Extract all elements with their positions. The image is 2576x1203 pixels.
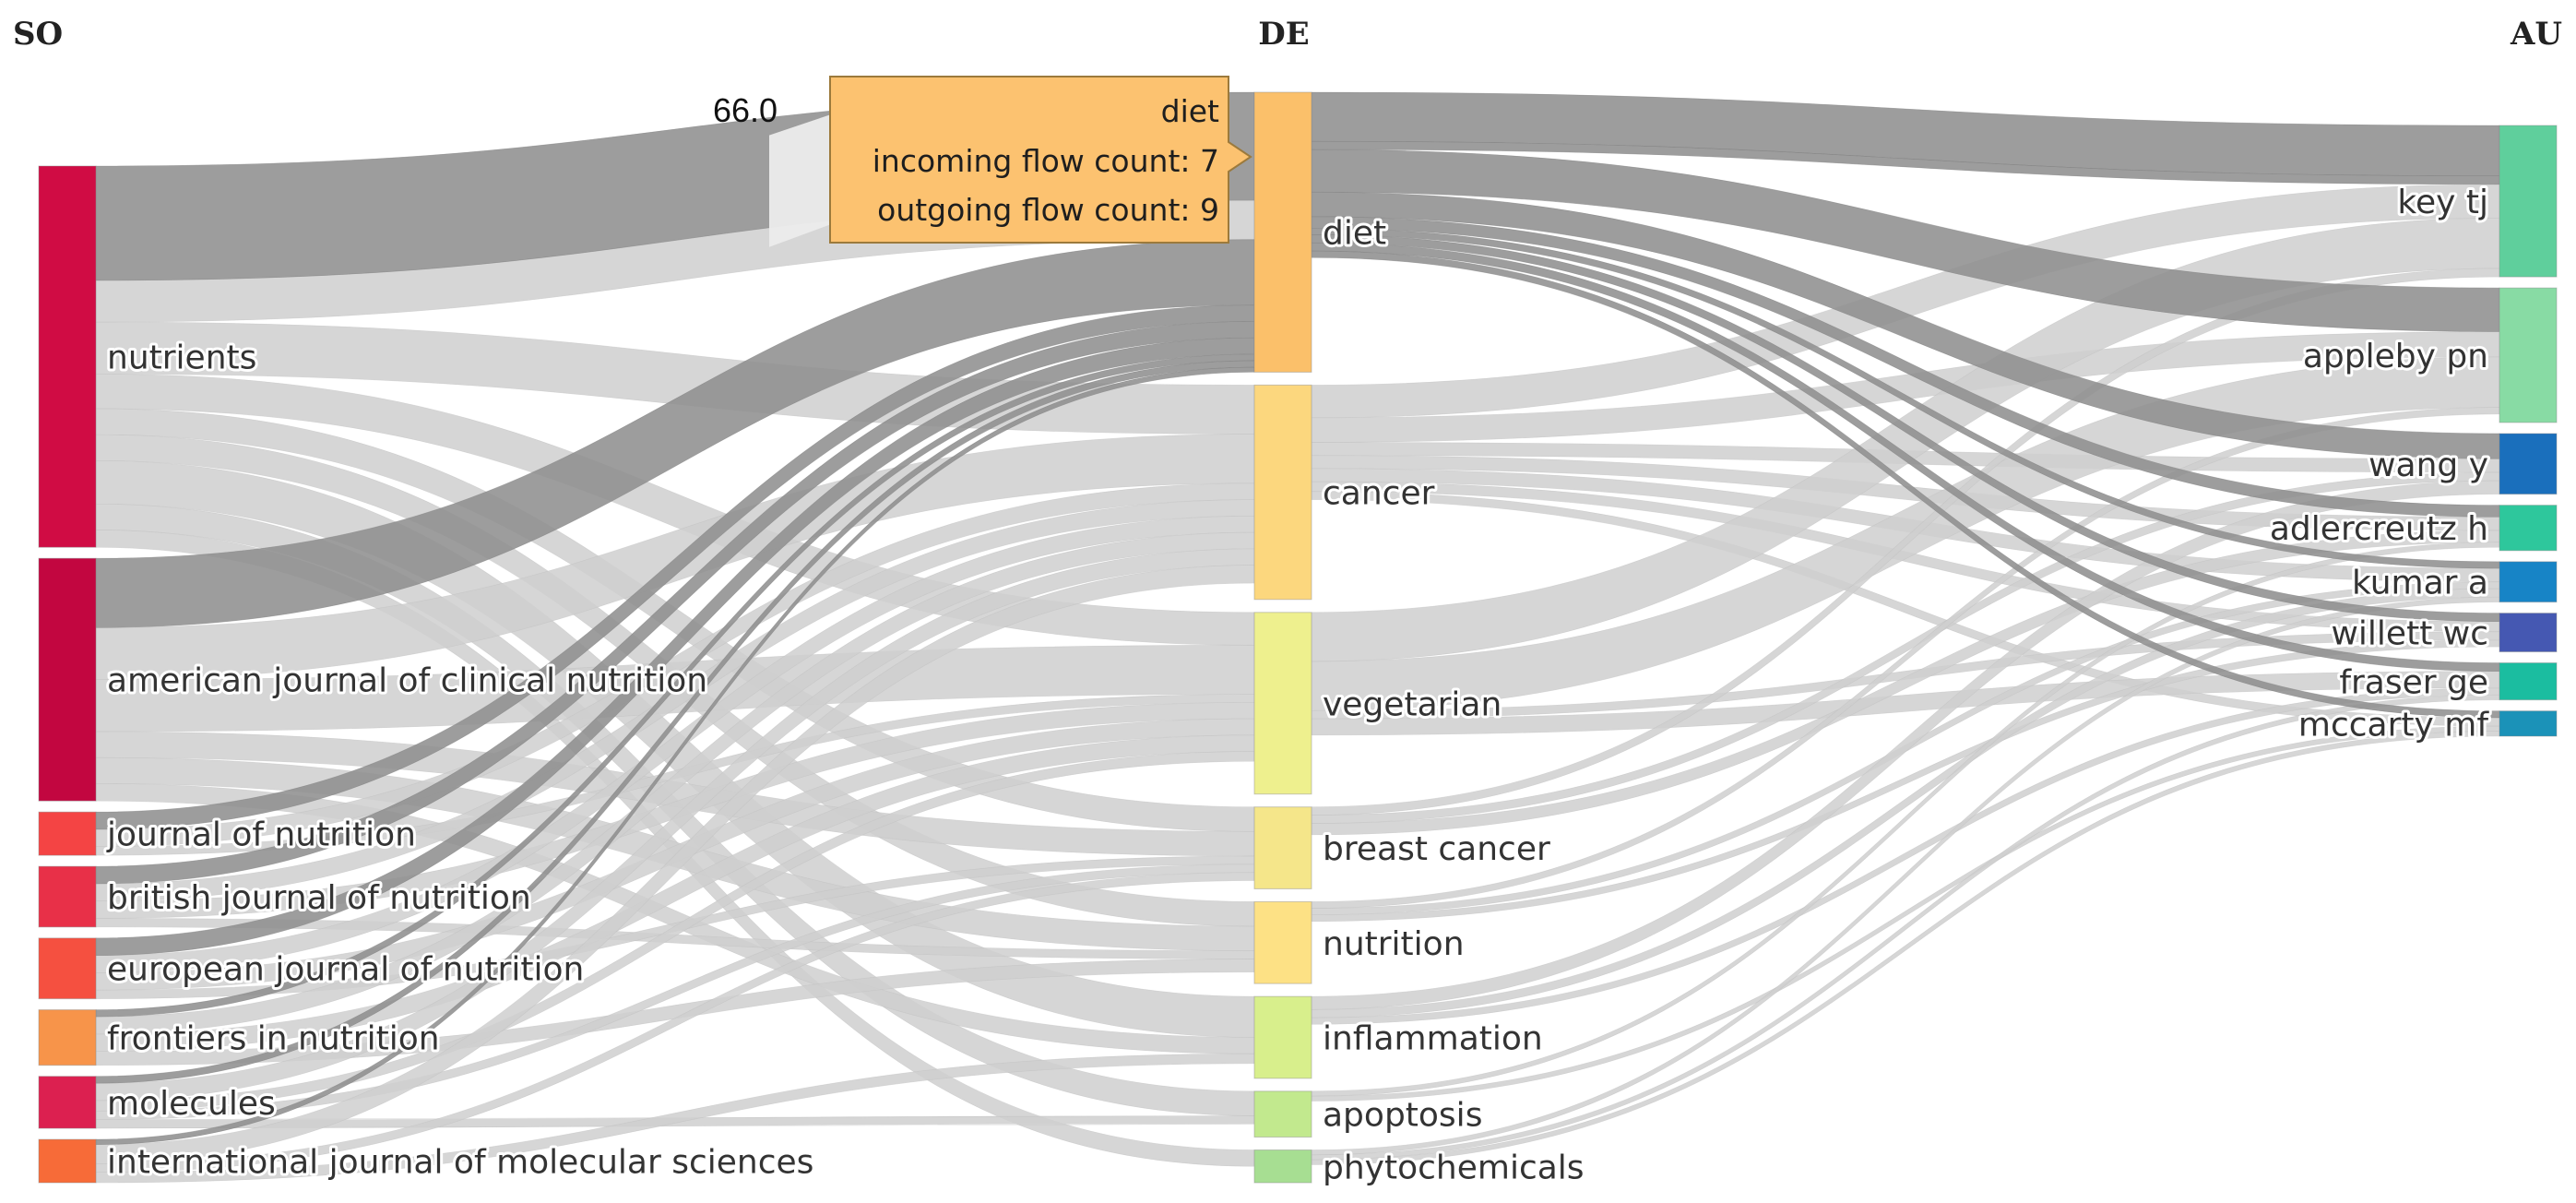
node-fraser-ge[interactable]: [2499, 662, 2558, 701]
node-bjn[interactable]: [38, 865, 97, 928]
node-kumar-a[interactable]: [2499, 561, 2558, 603]
node-mccarty-mf[interactable]: [2499, 710, 2558, 737]
node-label-cancer: cancer: [1323, 475, 1435, 513]
hover-link-value: 66.0: [713, 91, 778, 129]
node-label-ejn: european journal of nutrition: [107, 951, 584, 989]
node-label-ajcn: american journal of clinical nutrition: [107, 662, 707, 700]
node-breast-cancer[interactable]: [1253, 806, 1312, 889]
node-label-fraser-ge: fraser ge: [2339, 664, 2488, 702]
node-cancer[interactable]: [1253, 384, 1312, 601]
node-apoptosis[interactable]: [1253, 1090, 1312, 1138]
node-label-adlercreutz-h: adlercreutz h: [2270, 510, 2488, 548]
hovered-link-band: [769, 114, 830, 247]
tooltip-box: [829, 76, 1252, 244]
node-label-appleby-pn: appleby pn: [2303, 338, 2488, 375]
tooltip-node-name: diet: [1161, 93, 1219, 129]
node-key-tj[interactable]: [2499, 125, 2558, 278]
node-label-nutrients: nutrients: [107, 339, 256, 377]
node-label-apoptosis: apoptosis: [1323, 1097, 1482, 1135]
column-title-de: DE: [1258, 16, 1309, 53]
node-jnut[interactable]: [38, 811, 97, 856]
node-ijms[interactable]: [38, 1138, 97, 1184]
node-layer: [38, 91, 2558, 1184]
hovered-link-layer: [769, 114, 830, 247]
node-label-breast-cancer: breast cancer: [1323, 830, 1550, 868]
node-label-key-tj: key tj: [2397, 184, 2488, 221]
node-label-phytochemicals: phytochemicals: [1323, 1149, 1585, 1186]
column-title-so: SO: [13, 16, 63, 53]
node-willett-wc[interactable]: [2499, 613, 2558, 653]
link-layer: [95, 91, 2500, 1184]
node-label-jnut: journal of nutrition: [106, 816, 416, 854]
tooltip-outgoing-count: outgoing flow count: 9: [877, 192, 1219, 228]
node-adlercreutz-h[interactable]: [2499, 505, 2558, 552]
node-phytochemicals[interactable]: [1253, 1149, 1312, 1184]
node-label-wang-y: wang y: [2368, 447, 2488, 484]
node-fin[interactable]: [38, 1009, 97, 1066]
node-label-willett-wc: willett wc: [2331, 615, 2488, 653]
node-diet[interactable]: [1253, 91, 1312, 373]
node-label-mol: molecules: [107, 1085, 276, 1123]
node-vegetarian[interactable]: [1253, 612, 1312, 795]
node-label-mccarty-mf: mccarty mf: [2298, 706, 2489, 744]
flow-link-breast_cancer-key_tj[interactable]: [1311, 268, 2500, 816]
node-label-fin: frontiers in nutrition: [107, 1020, 440, 1058]
node-label-inflammation: inflammation: [1323, 1019, 1543, 1057]
node-appleby-pn[interactable]: [2499, 287, 2558, 423]
column-titles: SO DE AU: [13, 16, 2562, 53]
flow-link-phytochemicals-fraser_ge[interactable]: [1311, 694, 2500, 1161]
node-label-nutrition: nutrition: [1323, 925, 1465, 963]
label-layer: nutrients american journal of clinical nu…: [103, 181, 2492, 1189]
column-title-au: AU: [2510, 16, 2562, 53]
tooltip-incoming-count: incoming flow count: 7: [873, 143, 1219, 179]
node-nutrition[interactable]: [1253, 900, 1312, 984]
flow-link-inflammation-wang_y[interactable]: [1311, 480, 2500, 1010]
hover-tooltip: 66.0 diet incoming flow count: 7 outgoin…: [713, 76, 1252, 244]
node-wang-y[interactable]: [2499, 433, 2558, 495]
node-label-bjn: british journal of nutrition: [107, 879, 531, 917]
node-mol[interactable]: [38, 1076, 97, 1129]
node-label-ijms: international journal of molecular scien…: [107, 1144, 813, 1182]
node-ejn[interactable]: [38, 937, 97, 1000]
node-label-kumar-a: kumar a: [2352, 565, 2488, 602]
node-label-vegetarian: vegetarian: [1323, 685, 1502, 723]
node-ajcn[interactable]: [38, 557, 97, 802]
node-nutrients[interactable]: [38, 165, 97, 548]
node-inflammation[interactable]: [1253, 995, 1312, 1079]
node-label-diet: diet: [1323, 215, 1386, 253]
